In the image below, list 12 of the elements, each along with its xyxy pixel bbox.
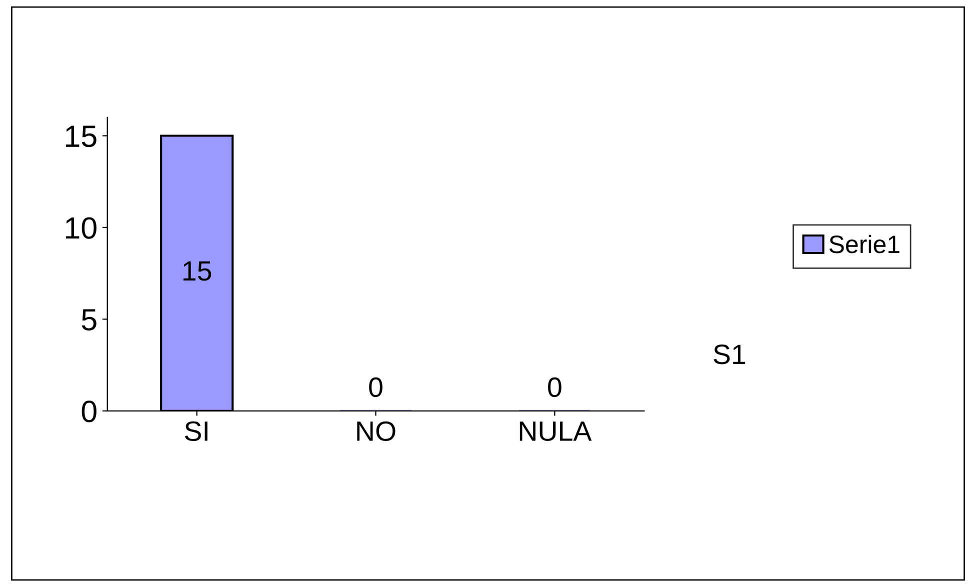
x-tick-label: NULA	[520, 422, 592, 442]
x-tick-label: NO	[357, 421, 396, 442]
data-label: 0	[548, 377, 562, 398]
y-tick-label: 0	[82, 400, 96, 422]
data-label: 15	[184, 261, 212, 281]
legend-label: Serie1	[829, 234, 900, 254]
y-tick-label: 5	[82, 309, 96, 331]
x-tick-label: SI	[184, 421, 208, 442]
y-tick-label: 10	[66, 217, 96, 239]
y-tick-label: 15	[66, 126, 96, 148]
text: S1	[714, 344, 746, 364]
data-label: 0	[369, 377, 382, 398]
